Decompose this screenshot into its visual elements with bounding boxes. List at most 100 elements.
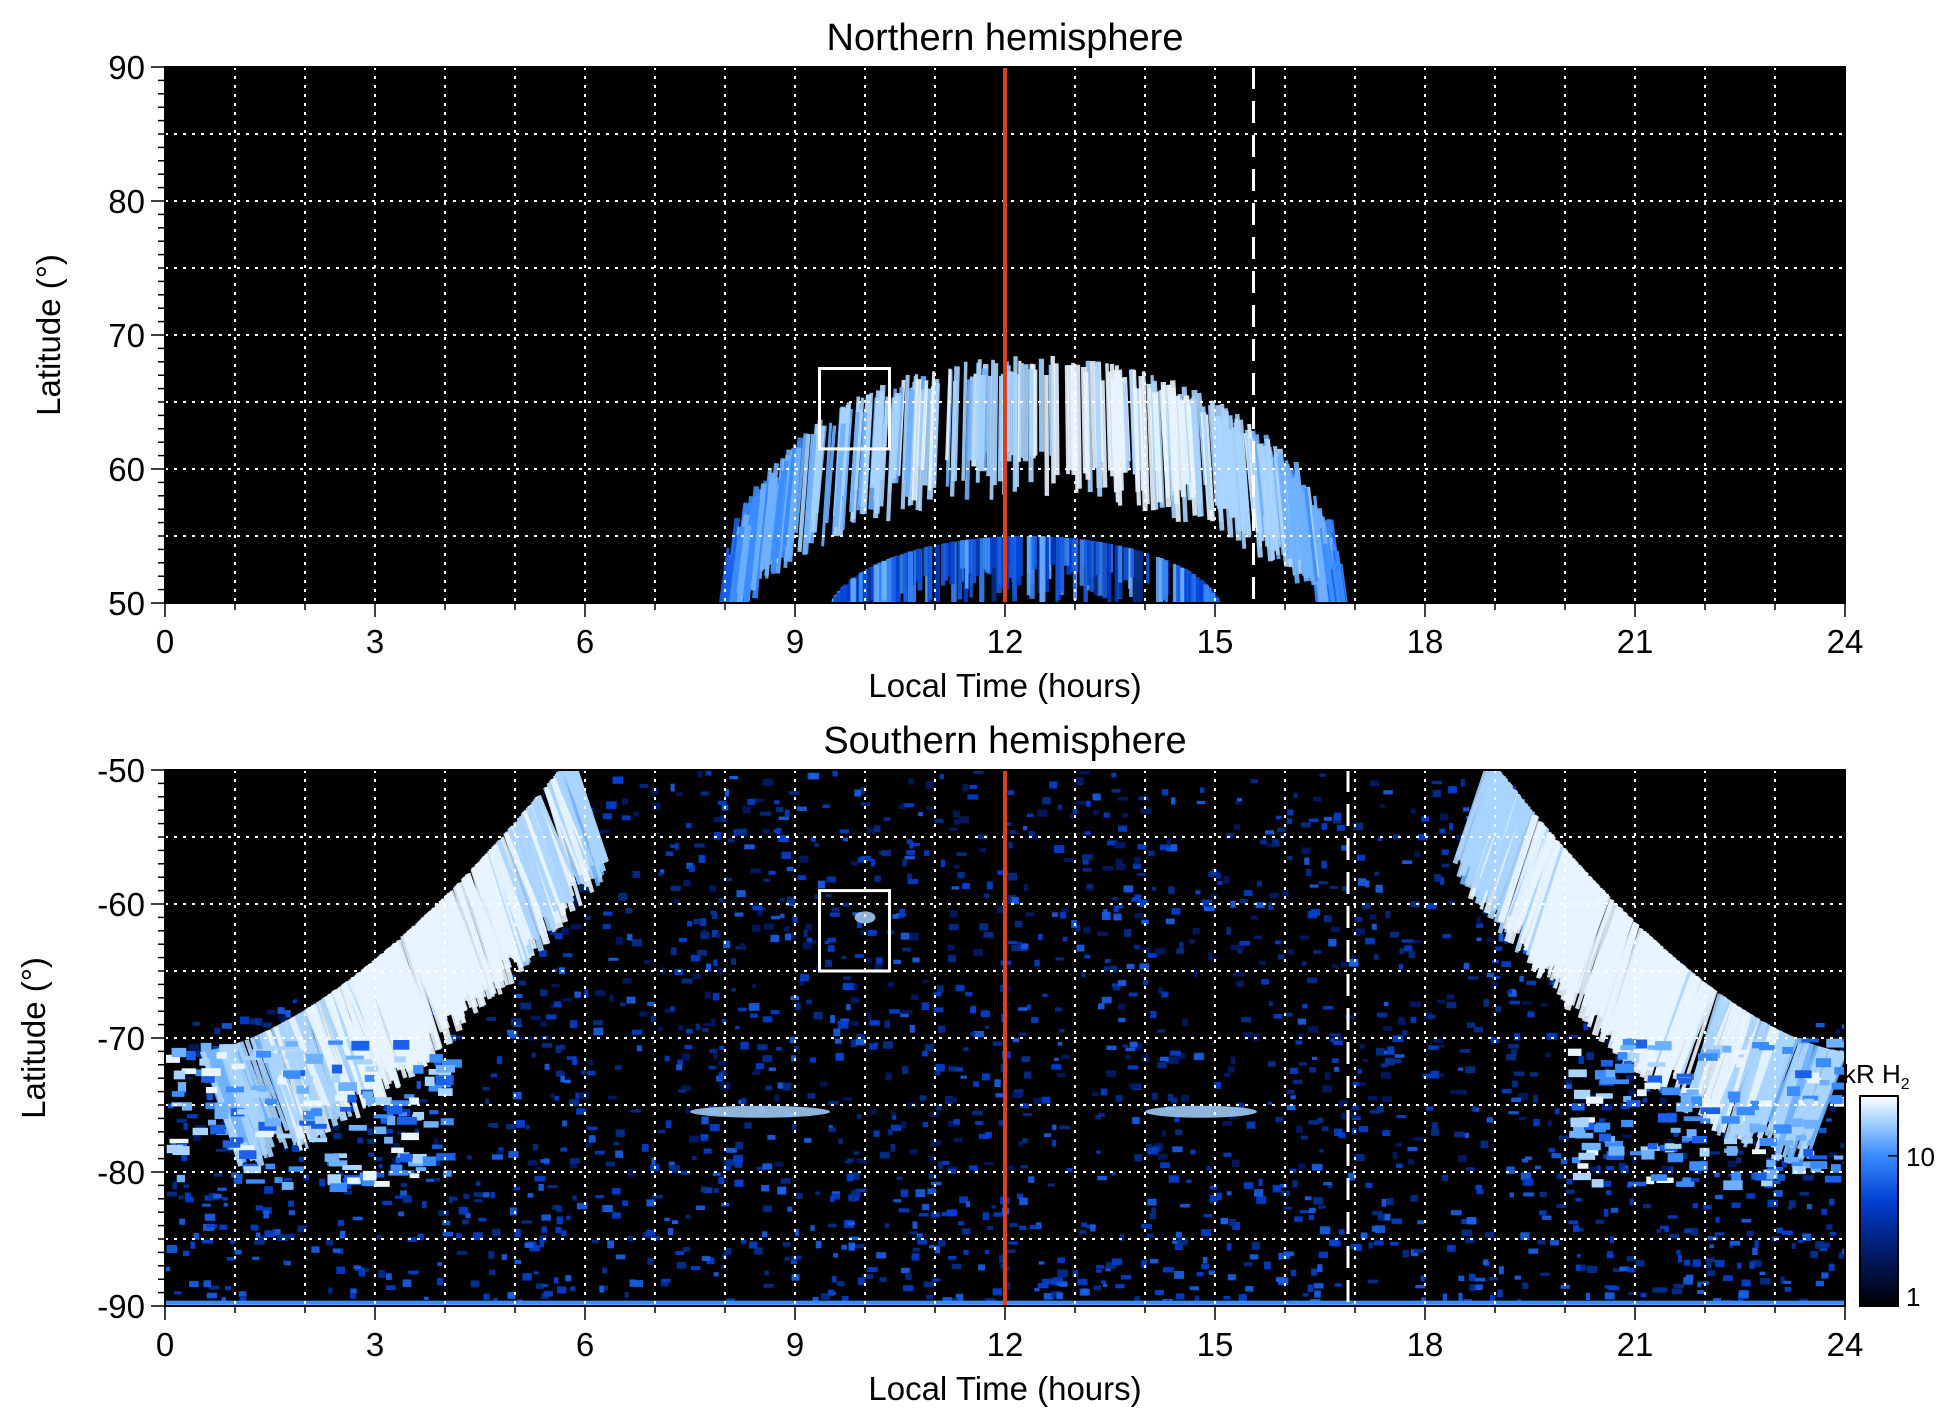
southern-emission-cell (670, 844, 678, 848)
southern-emission-cell (1586, 1266, 1598, 1274)
southern-emission-cell (1803, 1148, 1814, 1157)
southern-emission-cell (721, 1018, 727, 1024)
southern-emission-cell (1438, 1044, 1446, 1048)
southern-emission-cell (1526, 980, 1536, 986)
southern-emission-cell (166, 1245, 178, 1253)
southern-emission-cell (953, 864, 960, 869)
southern-emission-cell (557, 1286, 567, 1294)
southern-emission-cell (1115, 1095, 1123, 1102)
southern-emission-cell (747, 798, 756, 806)
southern-emission-cell (1465, 1237, 1475, 1244)
southern-emission-cell (903, 1285, 914, 1292)
southern-emission-cell (998, 1120, 1004, 1126)
southern-emission-cell (186, 1076, 193, 1080)
northern-emission-streak (1146, 383, 1157, 511)
northern-emission-streak (1128, 369, 1137, 475)
southern-emission-cell (1020, 1165, 1029, 1169)
southern-emission-cell (1112, 896, 1118, 901)
southern-emission-cell (760, 811, 771, 816)
southern-emission-cell (874, 963, 883, 971)
southern-emission-cell (1413, 1248, 1425, 1253)
southern-emission-streak (454, 884, 495, 984)
southern-emission-cell (1647, 1062, 1666, 1067)
southern-emission-cell (969, 784, 978, 789)
southern-emission-cell (1615, 1079, 1629, 1085)
southern-xlabel: Local Time (hours) (868, 1370, 1141, 1407)
southern-emission-cell (713, 832, 722, 840)
southern-emission-cell (1095, 1265, 1105, 1269)
southern-emission-cell (1043, 1293, 1054, 1300)
y-tick-label: -60 (97, 886, 145, 923)
southern-emission-cell (1741, 1279, 1751, 1287)
southern-emission-cell (1737, 1262, 1742, 1269)
northern-emission-streak (718, 547, 730, 603)
southern-emission-cell (347, 1177, 361, 1184)
southern-emission-cell (1787, 1206, 1793, 1210)
southern-emission-cell (1251, 1241, 1260, 1250)
southern-emission-cell (353, 1059, 373, 1065)
southern-emission-cell (723, 877, 733, 882)
southern-emission-cell (1392, 1151, 1398, 1160)
southern-emission-cell (568, 1099, 580, 1107)
northern-emission-streak (922, 388, 932, 486)
southern-emission-cell (780, 913, 785, 918)
southern-emission-cell (1007, 940, 1018, 945)
southern-emission-cell (854, 1244, 865, 1249)
southern-emission-cell (1801, 1038, 1819, 1043)
southern-emission-streak (1584, 908, 1624, 1017)
southern-emission-cell (764, 1270, 769, 1276)
southern-emission-streak (1671, 984, 1712, 1072)
southern-emission-cell (1601, 1104, 1613, 1111)
southern-emission-streak (550, 777, 591, 883)
southern-emission-cell (1465, 1066, 1476, 1074)
southern-emission-cell (949, 910, 958, 918)
southern-emission-cell (1177, 1237, 1188, 1246)
southern-emission-streak (1567, 892, 1610, 1006)
southern-emission-cell (1576, 1264, 1586, 1272)
southern-emission-cell (806, 999, 813, 1005)
southern-emission-cell (566, 1215, 571, 1220)
southern-emission-streak (537, 794, 576, 878)
southern-emission-cell (1381, 1198, 1387, 1207)
southern-emission-cell (611, 1212, 621, 1219)
southern-emission-cell (684, 1045, 693, 1050)
southern-emission-cell (1138, 899, 1147, 907)
southern-emission-cell (1376, 1047, 1385, 1056)
southern-emission-cell (982, 1212, 990, 1221)
southern-emission-cell (1175, 1231, 1182, 1239)
southern-emission-cell (1208, 1270, 1215, 1275)
southern-emission-cell (1604, 1069, 1616, 1080)
southern-emission-cell (390, 1164, 403, 1171)
southern-emission-cell (1376, 1012, 1388, 1018)
southern-emission-cell (206, 1093, 213, 1101)
southern-emission-cell (1093, 810, 1100, 815)
southern-emission-cell (440, 1118, 454, 1126)
southern-emission-cell (284, 1010, 291, 1018)
southern-emission-cell (1571, 1103, 1585, 1111)
southern-emission-cell (1230, 944, 1239, 951)
southern-emission-cell (331, 1124, 340, 1131)
southern-emission-cell (1329, 885, 1338, 889)
southern-emission-cell (367, 1138, 377, 1144)
southern-emission-cell (1815, 1058, 1832, 1068)
southern-emission-cell (815, 1240, 822, 1249)
southern-emission-cell (456, 1233, 462, 1239)
southern-emission-cell (1683, 1259, 1691, 1266)
x-tick-label: 21 (1617, 623, 1654, 660)
southern-emission-cell (380, 1115, 393, 1124)
southern-emission-cell (912, 957, 920, 963)
southern-emission-cell (1641, 1150, 1655, 1160)
southern-emission-cell (1150, 1258, 1159, 1264)
southern-emission-cell (1795, 1070, 1812, 1079)
southern-emission-streak (1617, 940, 1658, 1049)
southern-emission-cell (828, 1101, 839, 1105)
southern-emission-cell (1008, 1241, 1018, 1245)
southern-emission-cell (724, 788, 729, 797)
southern-emission-cell (1307, 1284, 1313, 1293)
southern-emission-cell (277, 1007, 285, 1015)
southern-emission-cell (948, 923, 959, 931)
southern-emission-cell (1023, 884, 1029, 892)
southern-emission-cell (1331, 1058, 1339, 1063)
southern-emission-cell (1723, 1180, 1743, 1191)
southern-emission-cell (1527, 1011, 1535, 1018)
